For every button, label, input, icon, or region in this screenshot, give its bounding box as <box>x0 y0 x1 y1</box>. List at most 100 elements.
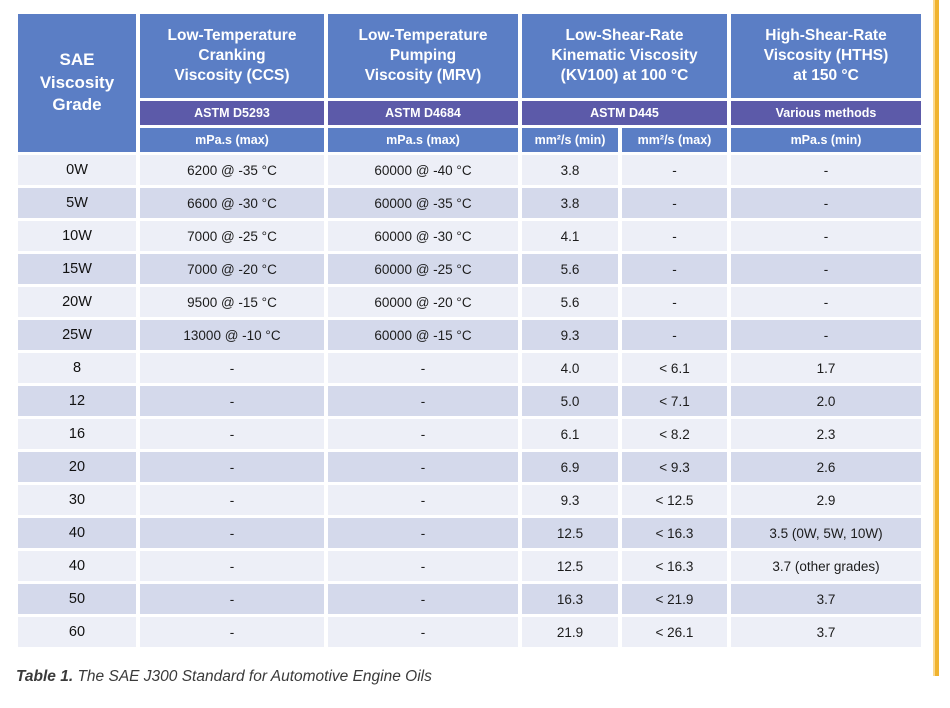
cell-ccs: 13000 @ -10 °C <box>140 320 324 350</box>
cell-ccs: - <box>140 617 324 647</box>
cell-grade: 15W <box>18 254 136 284</box>
cell-ccs: 6200 @ -35 °C <box>140 155 324 185</box>
sae-j300-table: SAE Viscosity Grade Low-Temperature Cran… <box>14 11 925 650</box>
table-header-row: SAE Viscosity Grade Low-Temperature Cran… <box>18 14 921 152</box>
unit-mrv: mPa.s (max) <box>328 128 518 152</box>
cell-grade: 60 <box>18 617 136 647</box>
cell-kv-min: 3.8 <box>522 155 618 185</box>
cell-ccs: - <box>140 386 324 416</box>
cell-mrv: 60000 @ -35 °C <box>328 188 518 218</box>
cell-grade: 8 <box>18 353 136 383</box>
cell-kv-min: 9.3 <box>522 320 618 350</box>
table-caption: Table 1. The SAE J300 Standard for Autom… <box>16 668 432 686</box>
cell-kv-max: < 12.5 <box>622 485 727 515</box>
cell-grade: 20 <box>18 452 136 482</box>
cell-kv-max: < 16.3 <box>622 551 727 581</box>
table-units-row: mPa.s (max) mPa.s (max) mm²/s (min) mm²/… <box>18 128 921 152</box>
table-method-row: ASTM D5293 ASTM D4684 ASTM D445 Various … <box>18 101 921 125</box>
cell-kv-min: 6.1 <box>522 419 618 449</box>
table-row: 40- -12.5 < 16.3 3.5 (0W, 5W, 10W) <box>18 518 921 548</box>
cell-kv-max: - <box>622 188 727 218</box>
cell-hths: - <box>731 188 921 218</box>
cell-kv-max: < 6.1 <box>622 353 727 383</box>
cell-ccs: - <box>140 485 324 515</box>
cell-kv-max: - <box>622 254 727 284</box>
cell-kv-min: 5.6 <box>522 254 618 284</box>
cell-mrv: 60000 @ -30 °C <box>328 221 518 251</box>
cell-mrv: 60000 @ -25 °C <box>328 254 518 284</box>
method-mrv: ASTM D4684 <box>328 101 518 125</box>
table-caption-label: Table 1. <box>16 668 74 685</box>
cell-hths: 3.5 (0W, 5W, 10W) <box>731 518 921 548</box>
cell-kv-min: 3.8 <box>522 188 618 218</box>
cell-hths: 2.6 <box>731 452 921 482</box>
cell-ccs: - <box>140 419 324 449</box>
cell-ccs: 7000 @ -20 °C <box>140 254 324 284</box>
cell-mrv: - <box>328 452 518 482</box>
table-row: 12- -5.0 < 7.1 2.0 <box>18 386 921 416</box>
cell-hths: 2.0 <box>731 386 921 416</box>
cell-grade: 5W <box>18 188 136 218</box>
col-header-ccs: Low-Temperature Cranking Viscosity (CCS) <box>140 14 324 98</box>
unit-kv-min: mm²/s (min) <box>522 128 618 152</box>
cell-mrv: 60000 @ -15 °C <box>328 320 518 350</box>
cell-grade: 12 <box>18 386 136 416</box>
cell-hths: - <box>731 221 921 251</box>
table-row: 16- -6.1 < 8.2 2.3 <box>18 419 921 449</box>
page-edge-accent-line <box>933 0 939 676</box>
cell-grade: 40 <box>18 551 136 581</box>
cell-mrv: 60000 @ -40 °C <box>328 155 518 185</box>
unit-ccs: mPa.s (max) <box>140 128 324 152</box>
cell-mrv: - <box>328 551 518 581</box>
cell-hths: - <box>731 155 921 185</box>
cell-grade: 50 <box>18 584 136 614</box>
table-row: 0W 6200 @ -35 °C 60000 @ -40 °C 3.8- - <box>18 155 921 185</box>
cell-kv-min: 5.0 <box>522 386 618 416</box>
col-header-kv100: Low-Shear-Rate Kinematic Viscosity (KV10… <box>522 14 727 98</box>
cell-ccs: - <box>140 551 324 581</box>
cell-kv-min: 21.9 <box>522 617 618 647</box>
unit-kv-max: mm²/s (max) <box>622 128 727 152</box>
cell-ccs: - <box>140 584 324 614</box>
cell-ccs: - <box>140 353 324 383</box>
cell-mrv: - <box>328 386 518 416</box>
cell-mrv: - <box>328 419 518 449</box>
cell-mrv: - <box>328 485 518 515</box>
cell-kv-min: 5.6 <box>522 287 618 317</box>
cell-mrv: - <box>328 584 518 614</box>
cell-grade: 0W <box>18 155 136 185</box>
cell-mrv: 60000 @ -20 °C <box>328 287 518 317</box>
cell-kv-max: < 16.3 <box>622 518 727 548</box>
cell-kv-min: 4.1 <box>522 221 618 251</box>
cell-kv-max: < 21.9 <box>622 584 727 614</box>
table-row: 8- -4.0 < 6.1 1.7 <box>18 353 921 383</box>
cell-kv-min: 16.3 <box>522 584 618 614</box>
cell-grade: 40 <box>18 518 136 548</box>
cell-hths: - <box>731 320 921 350</box>
cell-kv-min: 12.5 <box>522 518 618 548</box>
table-row: 40- -12.5 < 16.3 3.7 (other grades) <box>18 551 921 581</box>
cell-hths: - <box>731 254 921 284</box>
cell-kv-max: < 26.1 <box>622 617 727 647</box>
cell-kv-min: 12.5 <box>522 551 618 581</box>
cell-hths: - <box>731 287 921 317</box>
table-body: 0W 6200 @ -35 °C 60000 @ -40 °C 3.8- -5W 6600… <box>18 155 921 647</box>
table-row: 50- -16.3 < 21.9 3.7 <box>18 584 921 614</box>
cell-kv-min: 9.3 <box>522 485 618 515</box>
cell-ccs: 9500 @ -15 °C <box>140 287 324 317</box>
cell-grade: 30 <box>18 485 136 515</box>
cell-grade: 20W <box>18 287 136 317</box>
col-header-hths: High-Shear-Rate Viscosity (HTHS) at 150 … <box>731 14 921 98</box>
table-row: 15W 7000 @ -20 °C 60000 @ -25 °C 5.6- - <box>18 254 921 284</box>
cell-mrv: - <box>328 617 518 647</box>
method-kv100: ASTM D445 <box>522 101 727 125</box>
cell-kv-max: < 9.3 <box>622 452 727 482</box>
cell-ccs: 6600 @ -30 °C <box>140 188 324 218</box>
cell-ccs: - <box>140 518 324 548</box>
cell-hths: 2.3 <box>731 419 921 449</box>
table-row: 60- -21.9 < 26.1 3.7 <box>18 617 921 647</box>
cell-kv-max: - <box>622 155 727 185</box>
col-header-sae-viscosity-grade: SAE Viscosity Grade <box>18 14 136 152</box>
table-row: 5W 6600 @ -30 °C 60000 @ -35 °C 3.8- - <box>18 188 921 218</box>
